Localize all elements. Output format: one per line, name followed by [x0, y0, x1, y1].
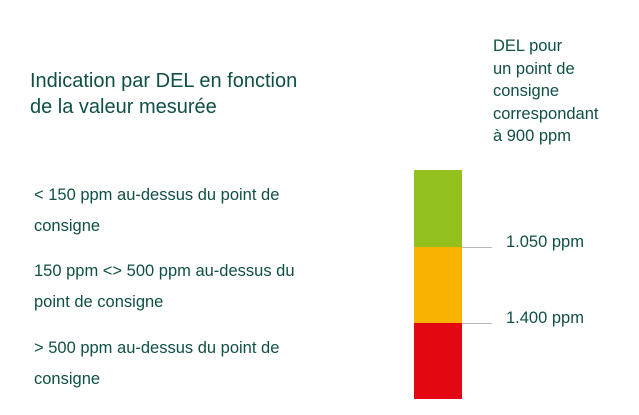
led-header-line-2: un point de — [493, 59, 575, 78]
level-red-line-2: consigne — [34, 370, 101, 388]
led-bar-red-segment — [414, 323, 462, 399]
led-bar-green-segment — [414, 170, 462, 247]
led-setpoint-header: DEL pour un point de consigne correspond… — [493, 35, 633, 148]
threshold-line-1400 — [462, 323, 492, 324]
led-header-line-4: correspondant — [493, 104, 599, 123]
level-green-line-2: consigne — [34, 217, 101, 235]
led-header-line-1: DEL pour — [493, 37, 563, 55]
level-yellow-line-1: 150 ppm <> 500 ppm au-dessus du — [34, 262, 295, 280]
diagram-title: Indication par DEL en fonction de la val… — [30, 68, 390, 120]
level-yellow-line-2: point de consigne — [34, 293, 164, 311]
threshold-line-1050 — [462, 247, 492, 248]
led-bar-yellow-segment — [414, 247, 462, 323]
level-green-line-1: < 150 ppm au-dessus du point de — [34, 186, 280, 204]
diagram-title-line-2: de la valeur mesurée — [30, 96, 217, 118]
level-description-red: > 500 ppm au-dessus du point de consigne — [34, 333, 384, 395]
level-description-green: < 150 ppm au-dessus du point de consigne — [34, 180, 384, 242]
level-description-yellow: 150 ppm <> 500 ppm au-dessus du point de… — [34, 256, 384, 318]
threshold-label-1400: 1.400 ppm — [506, 309, 584, 327]
led-header-line-3: consigne — [493, 82, 560, 100]
threshold-label-1050: 1.050 ppm — [506, 233, 584, 251]
level-red-line-1: > 500 ppm au-dessus du point de — [34, 339, 280, 357]
led-header-line-5: à 900 ppm — [493, 127, 571, 145]
diagram-title-line-1: Indication par DEL en fonction — [30, 70, 298, 92]
